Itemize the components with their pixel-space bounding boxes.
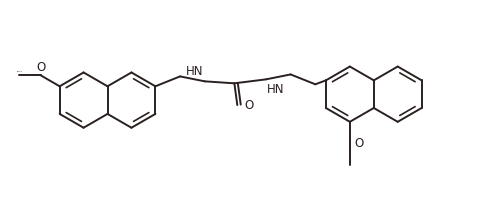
Text: O: O	[354, 137, 363, 150]
Text: O: O	[36, 61, 45, 74]
Text: HN: HN	[266, 83, 284, 96]
Text: methoxy: methoxy	[11, 73, 17, 74]
Text: HN: HN	[186, 65, 203, 78]
Text: O: O	[244, 98, 253, 112]
Text: methoxy: methoxy	[17, 71, 23, 72]
